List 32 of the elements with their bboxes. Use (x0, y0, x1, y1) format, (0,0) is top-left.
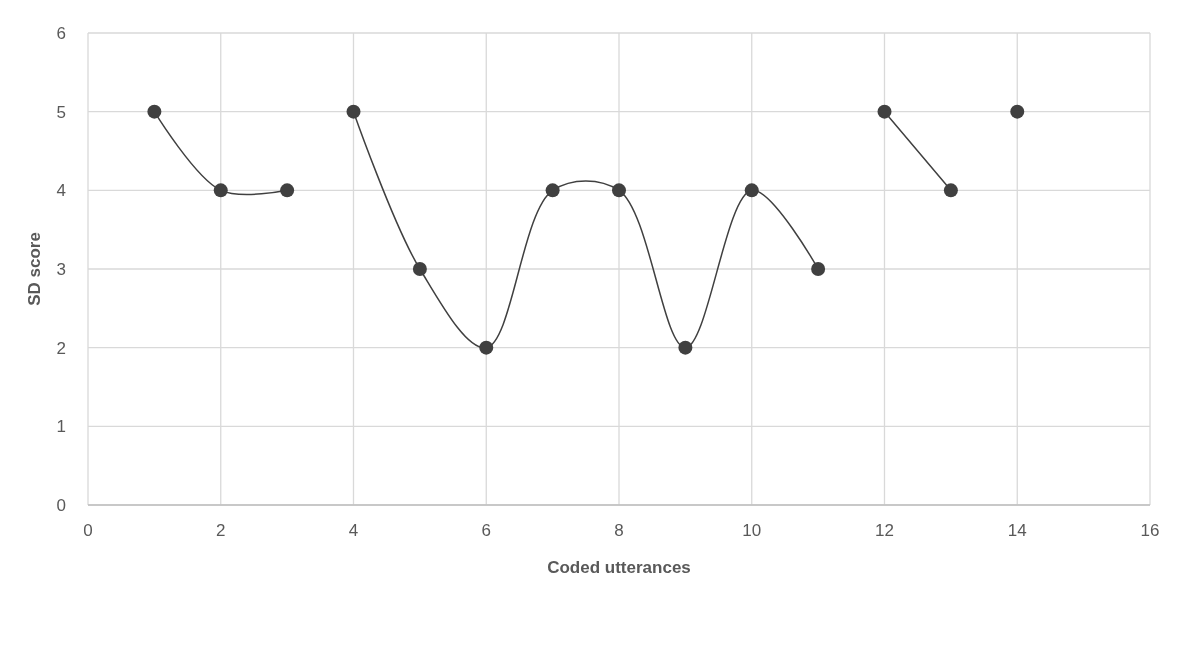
point (678, 340, 693, 355)
point (479, 340, 494, 355)
x-tick-label: 4 (348, 521, 359, 540)
point (545, 183, 560, 198)
y-tick-label: 0 (56, 496, 66, 515)
x-tick-label: 6 (481, 521, 491, 540)
y-axis-title: SD score (25, 232, 44, 306)
point (1010, 104, 1025, 119)
point (280, 183, 295, 198)
x-tick-label: 0 (83, 521, 93, 540)
point (412, 262, 427, 276)
x-axis-title: Coded utterances (547, 558, 691, 577)
point (943, 183, 958, 198)
x-tick-label: 10 (742, 521, 762, 540)
point (877, 104, 892, 119)
x-tick-label: 16 (1140, 521, 1160, 540)
point (811, 262, 826, 276)
y-tick-label: 3 (56, 260, 66, 279)
y-tick-label: 2 (56, 338, 66, 358)
y-tick-label: 6 (56, 24, 66, 43)
point (744, 183, 759, 198)
y-tick-label: 5 (56, 102, 66, 122)
x-tick-label: 12 (875, 521, 894, 540)
x-tick-label: 2 (216, 521, 226, 540)
y-tick-label: 4 (56, 181, 66, 201)
point (213, 183, 228, 198)
point (346, 104, 361, 119)
point (612, 183, 626, 198)
point (147, 104, 162, 119)
x-tick-label: 14 (1007, 521, 1027, 540)
y-tick-label: 1 (56, 417, 66, 437)
x-tick-label: 8 (614, 521, 624, 540)
